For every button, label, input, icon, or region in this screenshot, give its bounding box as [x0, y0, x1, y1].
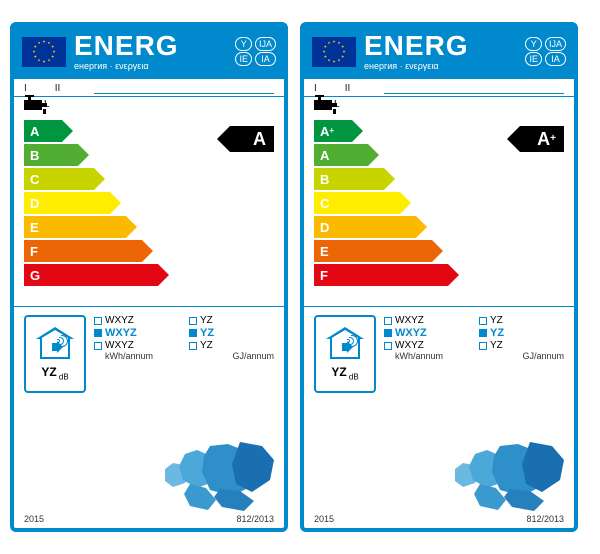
page: ENERGенергия · ενεργειαYIJAIEIAIIILABCDE… [0, 0, 600, 554]
efficiency-class-bar: B [24, 144, 78, 166]
sound-power-box: YZ dB [24, 315, 86, 393]
consumption-value: YZ [490, 327, 504, 339]
lang-code: IA [255, 52, 276, 66]
consumption-cell: YZ [479, 340, 564, 351]
sound-value: YZ dB [331, 365, 358, 381]
brand-title: ENERG [364, 32, 517, 60]
consumption-value: YZ [200, 315, 213, 326]
supplier-field: I [314, 83, 317, 94]
lang-code: IJA [545, 37, 566, 51]
unit-kwh: kWh/annum [395, 351, 443, 361]
footer-year: 2015 [24, 514, 44, 524]
load-profile-row: L [14, 97, 284, 114]
consumption-cell: WXYZ [384, 315, 469, 326]
efficiency-class-bar: F [314, 264, 448, 286]
product-id-row: III [304, 79, 574, 97]
indoor-sound-icon [36, 327, 74, 361]
climate-map-icon [94, 363, 274, 508]
consumption-cell: YZ [189, 315, 274, 326]
brand-subtitle: енергия · ενεργεια [74, 61, 227, 71]
model-field: II [345, 83, 351, 94]
lang-code: IA [545, 52, 566, 66]
tap-icon [314, 100, 332, 110]
consumption-cell: WXYZ [94, 340, 179, 351]
consumption-cell: YZ [479, 315, 564, 326]
footer-regulation: 812/2013 [236, 514, 274, 524]
lang-code: IJA [255, 37, 276, 51]
efficiency-class-bar: A [314, 144, 368, 166]
model-field: II [55, 83, 61, 94]
efficiency-class-bar: E [24, 216, 126, 238]
consumption-value: WXYZ [105, 340, 134, 351]
consumption-cell: WXYZ [94, 315, 179, 326]
brand-subtitle: енергия · ενεργεια [364, 61, 517, 71]
lang-code: IE [525, 52, 542, 66]
unit-kwh: kWh/annum [105, 351, 153, 361]
consumption-value: YZ [200, 327, 214, 339]
label-footer: 2015 812/2013 [14, 512, 284, 528]
efficiency-class-bar: F [24, 240, 142, 262]
eu-flag-icon [312, 37, 356, 67]
efficiency-class-bar: A [24, 120, 62, 142]
efficiency-class-bar: C [24, 168, 94, 190]
indoor-sound-icon [326, 327, 364, 361]
efficiency-scale: A+ABCDEFA+ [304, 114, 574, 306]
efficiency-class-bar: D [24, 192, 110, 214]
consumption-cell: WXYZ [384, 340, 469, 351]
lang-code: IE [235, 52, 252, 66]
lang-codes: YIJAIEIA [235, 37, 276, 66]
consumption-value: WXYZ [105, 315, 134, 326]
energy-label: ENERGенергия · ενεργειαYIJAIEIAIIILABCDE… [10, 22, 288, 532]
product-id-row: III [14, 79, 284, 97]
brand-title: ENERG [74, 32, 227, 60]
load-profile-row: L [304, 97, 574, 114]
consumption-value: WXYZ [395, 340, 424, 351]
efficiency-class-bar: D [314, 216, 416, 238]
label-header: ENERGенергия · ενεργεια YIJAIEIA [14, 26, 284, 79]
efficiency-class-bar: C [314, 192, 400, 214]
footer-regulation: 812/2013 [526, 514, 564, 524]
consumption-cell: WXYZ [384, 327, 469, 339]
efficiency-class-bar: A+ [314, 120, 352, 142]
unit-gj: GJ/annum [522, 351, 564, 361]
efficiency-rating-badge: A+ [520, 126, 564, 152]
lang-code: Y [525, 37, 542, 51]
lang-code: Y [235, 37, 252, 51]
consumption-cell: WXYZ [94, 327, 179, 339]
consumption-value: YZ [490, 340, 503, 351]
sound-power-box: YZ dB [314, 315, 376, 393]
consumption-cell: YZ [479, 327, 564, 339]
consumption-cell: YZ [189, 327, 274, 339]
energy-label: ENERGенергия · ενεργειαYIJAIEIAIIILA+ABC… [300, 22, 578, 532]
efficiency-class-bar: E [314, 240, 432, 262]
consumption-grid: WXYZ YZ WXYZ YZ WXYZ YZ [94, 315, 274, 351]
consumption-value: WXYZ [105, 327, 137, 339]
efficiency-class-bar: G [24, 264, 158, 286]
lang-codes: YIJAIEIA [525, 37, 566, 66]
footer-year: 2015 [314, 514, 334, 524]
consumption-value: YZ [490, 315, 503, 326]
sound-value: YZ dB [41, 365, 68, 381]
info-section: YZ dB WXYZ YZ WXYZ YZ WXYZ YZ kWh/annum GJ/annum [14, 306, 284, 512]
label-header: ENERGенергия · ενεργεια YIJAIEIA [304, 26, 574, 79]
unit-gj: GJ/annum [232, 351, 274, 361]
efficiency-class-bar: B [314, 168, 384, 190]
consumption-grid: WXYZ YZ WXYZ YZ WXYZ YZ [384, 315, 564, 351]
efficiency-rating-badge: A [230, 126, 274, 152]
consumption-cell: YZ [189, 340, 274, 351]
supplier-field: I [24, 83, 27, 94]
info-section: YZ dB WXYZ YZ WXYZ YZ WXYZ YZ kWh/annum GJ/annum [304, 306, 574, 512]
tap-icon [24, 100, 42, 110]
label-footer: 2015 812/2013 [304, 512, 574, 528]
efficiency-scale: ABCDEFGA [14, 114, 284, 306]
consumption-value: WXYZ [395, 315, 424, 326]
eu-flag-icon [22, 37, 66, 67]
consumption-value: WXYZ [395, 327, 427, 339]
consumption-value: YZ [200, 340, 213, 351]
climate-map-icon [384, 363, 564, 508]
